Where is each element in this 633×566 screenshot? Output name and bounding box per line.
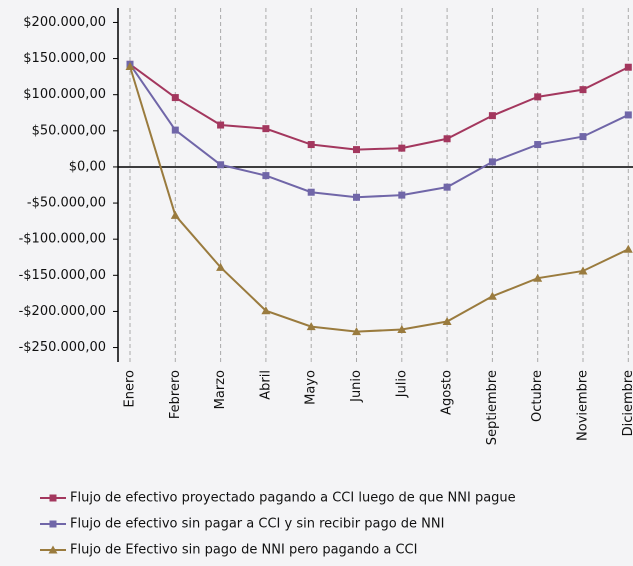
marker [216, 262, 226, 271]
marker [443, 135, 451, 143]
y-tick-label: $0,00 [69, 159, 106, 174]
y-tick-label: $200.000,00 [23, 15, 106, 30]
y-tick-label: $50.000,00 [32, 123, 106, 138]
x-tick-label: Agosto [440, 370, 455, 415]
marker [533, 273, 543, 282]
x-tick-label: Junio [349, 370, 364, 403]
marker [488, 158, 496, 166]
x-tick-label: Octubre [530, 370, 545, 422]
y-tick-label: -$150.000,00 [19, 268, 106, 283]
legend-marker [48, 545, 58, 554]
marker [307, 141, 315, 149]
marker [534, 141, 542, 149]
legend-marker [49, 520, 57, 528]
marker [578, 266, 588, 275]
marker [262, 125, 270, 133]
marker [398, 144, 406, 152]
legend-label: Flujo de efectivo proyectado pagando a C… [70, 491, 516, 506]
x-tick-label: Abril [258, 370, 273, 400]
marker [352, 327, 361, 336]
y-tick-label: -$250.000,00 [19, 340, 106, 355]
marker [579, 86, 587, 94]
legend-label: Flujo de efectivo sin pagar a CCI y sin … [70, 517, 444, 532]
marker [397, 324, 407, 333]
x-tick-label: Febrero [168, 370, 183, 419]
marker [171, 94, 179, 102]
marker [353, 146, 360, 154]
marker [353, 193, 360, 201]
marker [623, 244, 633, 253]
marker [487, 291, 497, 300]
x-tick-label: Noviembre [576, 370, 591, 441]
marker [170, 210, 180, 219]
marker [624, 63, 632, 71]
y-tick-label: $100.000,00 [23, 87, 106, 102]
marker [125, 62, 135, 71]
x-tick-label: Julio [394, 370, 409, 398]
marker [261, 306, 271, 315]
marker [442, 317, 452, 326]
series-line [129, 63, 629, 151]
series-line [129, 63, 629, 199]
marker [307, 188, 315, 196]
legend-marker [49, 494, 57, 502]
marker [579, 133, 587, 141]
legend-label: Flujo de Efectivo sin pago de NNI pero p… [70, 543, 417, 558]
x-tick-label: Diciembre [621, 370, 633, 436]
y-tick-label: $150.000,00 [23, 51, 106, 66]
marker [443, 183, 451, 191]
y-tick-label: -$50.000,00 [27, 196, 106, 211]
marker [534, 93, 542, 101]
marker [217, 121, 225, 129]
marker [398, 191, 406, 199]
marker [306, 322, 316, 331]
x-tick-label: Marzo [213, 370, 228, 409]
x-tick-label: Septiembre [485, 370, 500, 445]
marker [262, 172, 270, 180]
x-tick-label: Mayo [304, 370, 319, 405]
series-line [129, 66, 629, 333]
y-tick-label: -$100.000,00 [19, 232, 106, 247]
y-tick-label: -$200.000,00 [19, 304, 106, 319]
x-tick-label: Enero [123, 370, 138, 408]
marker [217, 161, 225, 169]
marker [488, 112, 496, 120]
marker [624, 111, 632, 119]
marker [171, 126, 179, 134]
